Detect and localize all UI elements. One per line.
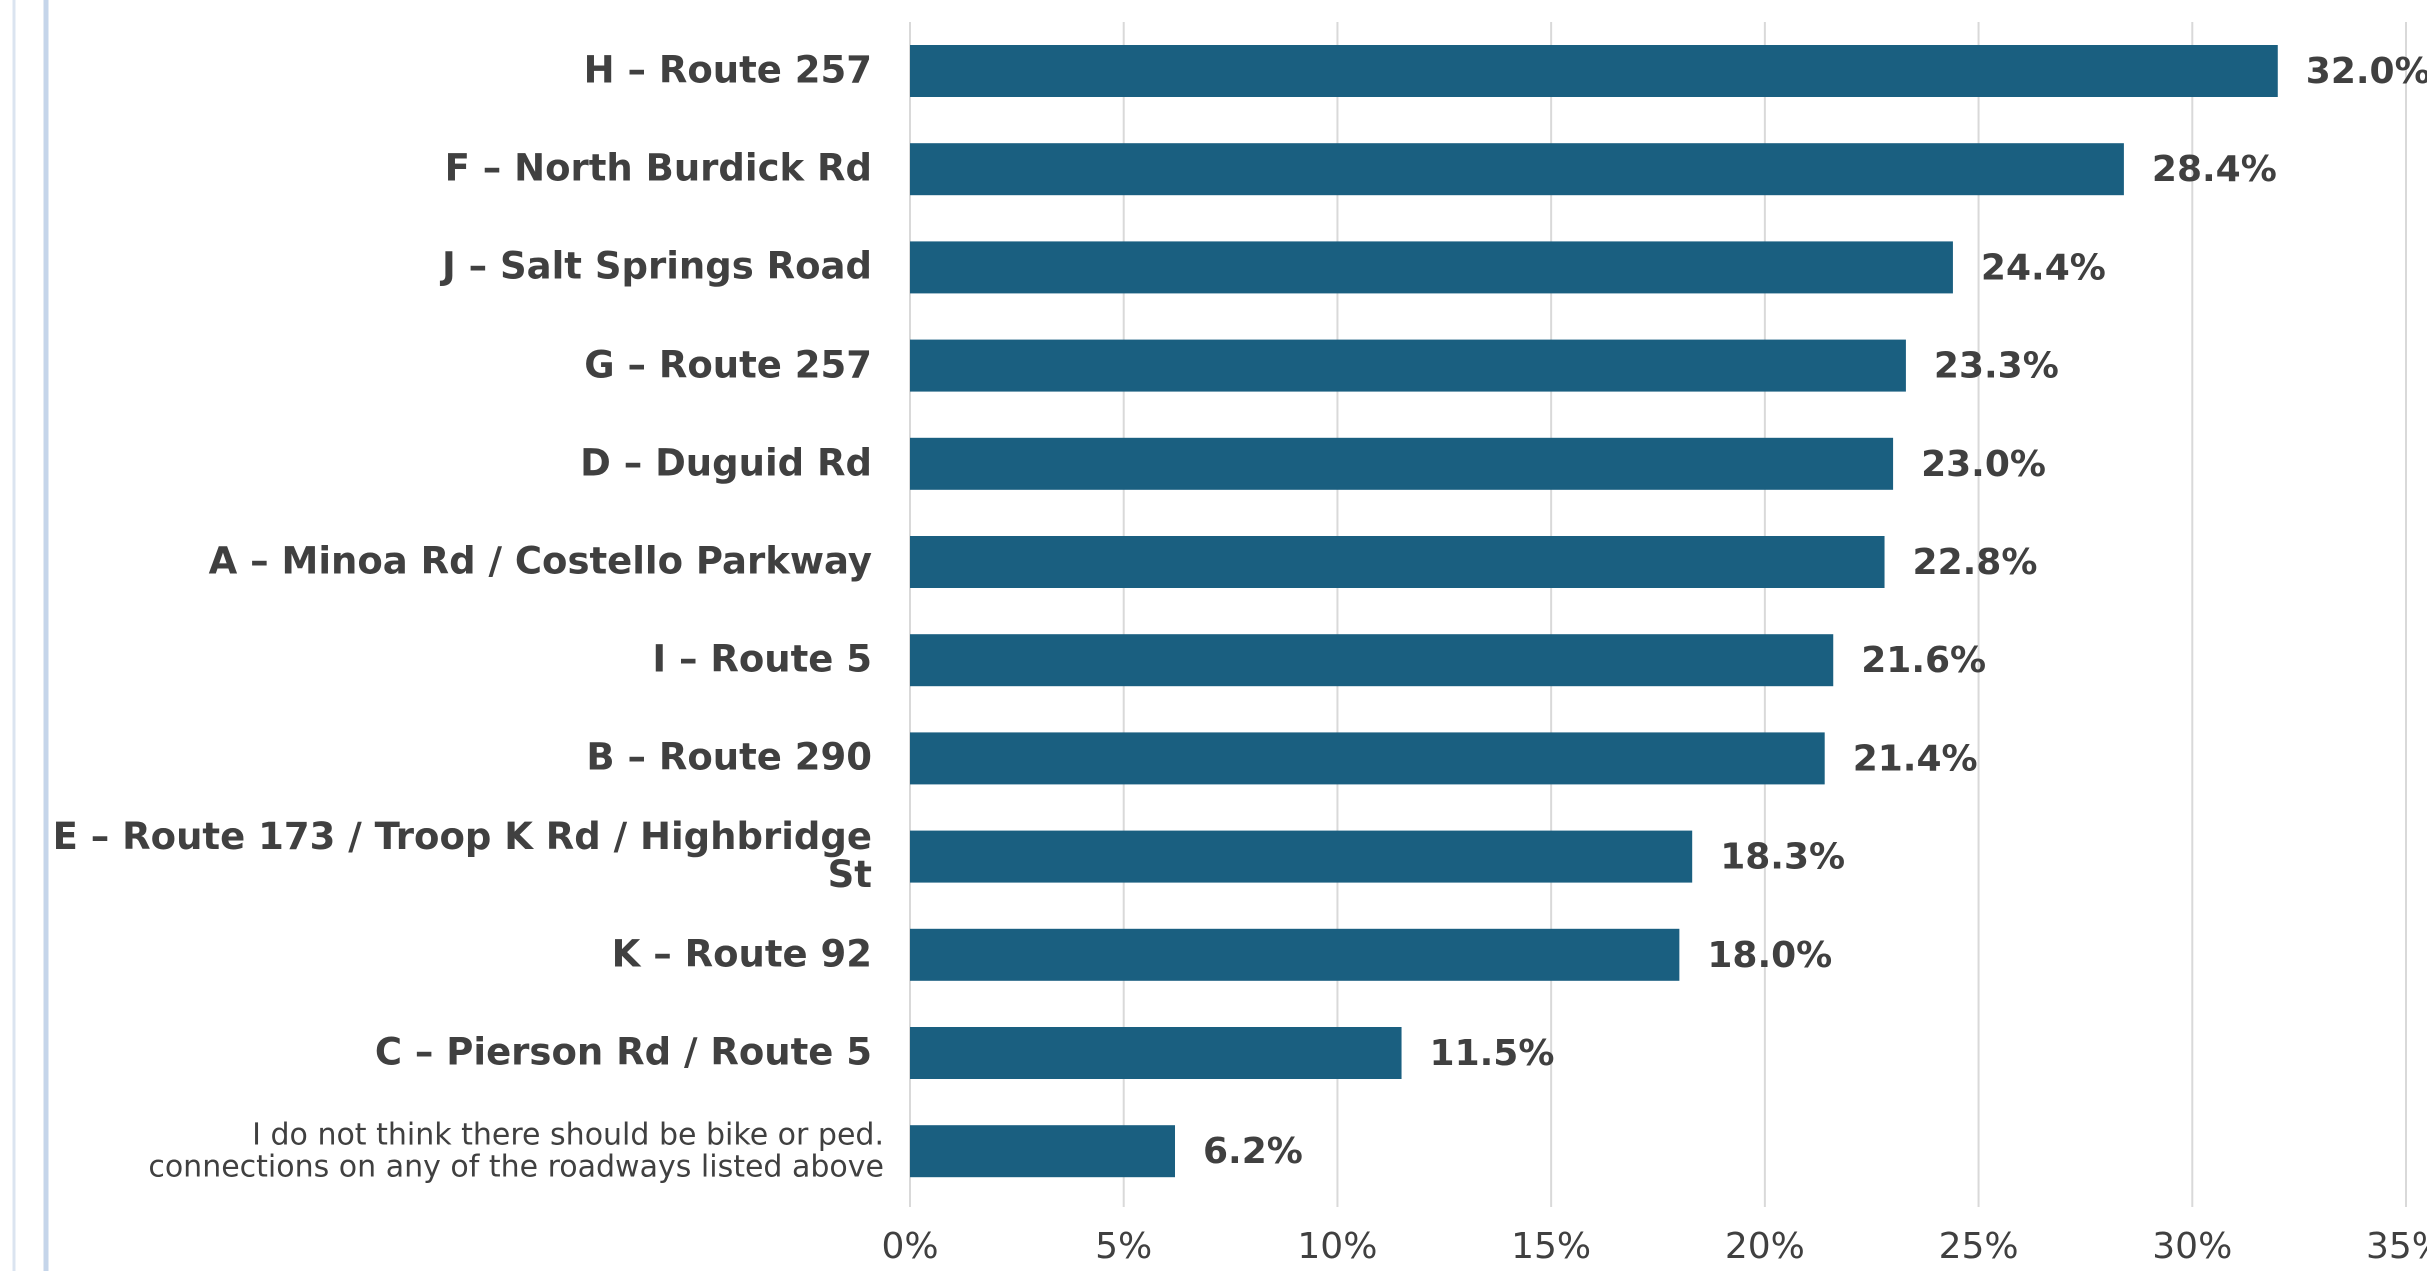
x-tick-label: 35% [2366,1226,2427,1267]
x-tick-label: 10% [1297,1226,1377,1267]
bar [910,634,1834,687]
data-label: 24.4% [1981,247,2106,288]
y-tick-label: F – North Burdick Rd [444,146,872,190]
x-tick-label: 25% [1939,1226,2019,1267]
data-label: 11.5% [1430,1033,1555,1074]
y-tick-label: E – Route 173 / Troop K Rd / Highbridge … [52,814,872,897]
y-tick-label: G – Route 257 [584,343,872,387]
bar [910,339,1906,392]
data-label: 23.0% [1921,444,2046,485]
bar [910,45,2278,97]
data-label: 18.0% [1707,935,1832,976]
y-tick-label: I do not think there should be bike or p… [148,1117,884,1185]
data-label: 32.0% [2306,51,2427,92]
bar [910,536,1885,588]
x-tick-label: 0% [881,1226,938,1267]
y-tick-label: I – Route 5 [652,637,872,681]
data-label: 6.2% [1203,1131,1303,1172]
data-label: 21.4% [1853,738,1978,779]
data-label: 28.4% [2152,149,2277,190]
y-tick-label: A – Minoa Rd / Costello Parkway [208,539,872,583]
bar [910,143,2124,196]
x-tick-label: 5% [1095,1226,1152,1267]
bar [910,928,1680,981]
x-tick-label: 30% [2152,1226,2232,1267]
bar [910,1027,1402,1079]
y-tick-label: K – Route 92 [611,932,872,976]
bar [910,830,1693,883]
data-label: 22.8% [1913,542,2038,583]
y-tick-label: C – Pierson Rd / Route 5 [374,1030,872,1074]
y-tick-label: H – Route 257 [583,48,872,92]
data-label: 21.6% [1861,640,1986,681]
y-tick-label: D – Duguid Rd [580,441,872,485]
y-tick-label: B – Route 290 [586,735,872,779]
y-tick-label: J – Salt Springs Road [441,244,872,288]
bar [910,1125,1176,1178]
bar [910,241,1953,294]
x-tick-label: 15% [1511,1226,1591,1267]
data-label: 23.3% [1934,346,2059,387]
data-label: 18.3% [1720,837,1845,878]
bar [910,732,1825,785]
bar [910,437,1894,490]
x-tick-label: 20% [1725,1226,1805,1267]
